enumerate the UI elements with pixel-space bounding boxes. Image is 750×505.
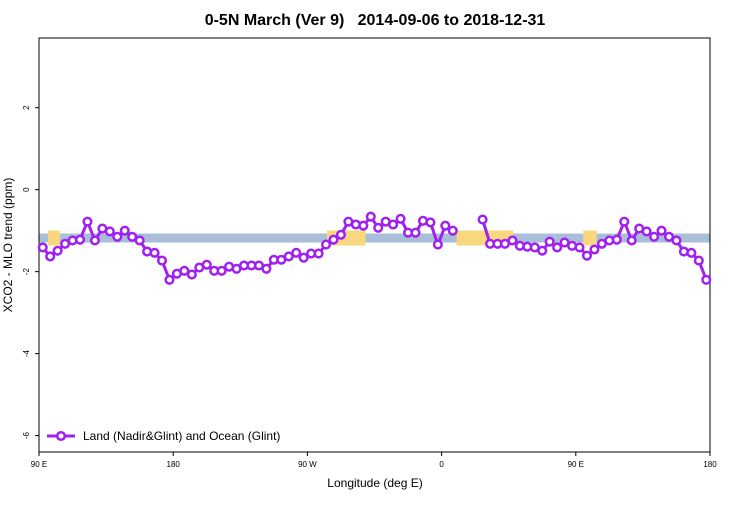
data-point [425, 217, 436, 228]
data-point [358, 220, 369, 231]
data-point [127, 231, 138, 242]
x-tick-label: 180 [167, 460, 181, 469]
data-point [149, 247, 160, 258]
data-point [663, 231, 675, 242]
data-point [388, 219, 399, 230]
data-point [104, 226, 115, 237]
data-point [201, 259, 212, 270]
data-point [447, 225, 458, 236]
x-tick-label: 180 [703, 460, 717, 469]
data-point [283, 251, 294, 262]
data-point [186, 269, 197, 280]
data-point [216, 265, 227, 276]
data-point [552, 242, 563, 253]
land-span [583, 230, 597, 246]
data-point [335, 229, 347, 240]
data-point [544, 236, 555, 247]
land-span [47, 230, 60, 246]
data-point [440, 220, 451, 231]
data-point [641, 226, 652, 237]
data-point [119, 225, 130, 236]
data-point [626, 235, 637, 246]
data-point [671, 235, 682, 246]
data-point [507, 235, 518, 246]
data-point [581, 250, 593, 261]
data-point [82, 216, 93, 227]
data-point [179, 265, 190, 276]
x-tick-label: 90 W [298, 460, 317, 469]
data-point [291, 247, 302, 258]
x-tick-label: 0 [439, 460, 444, 469]
legend-marker [55, 430, 67, 442]
y-tick-label: 0 [22, 187, 31, 192]
data-point [537, 245, 548, 256]
data-point [52, 245, 63, 256]
data-point [432, 239, 443, 250]
legend-label: Land (Nadir&Glint) and Ocean (Glint) [83, 429, 280, 443]
x-axis-title: Longitude (deg E) [327, 476, 422, 490]
data-point [134, 235, 145, 246]
data-point [410, 227, 421, 238]
y-tick-label: -2 [22, 268, 31, 276]
data-point [477, 214, 488, 225]
data-point [701, 274, 712, 285]
data-point [611, 234, 622, 245]
data-point [320, 239, 332, 250]
data-point [686, 247, 697, 258]
data-point [313, 248, 324, 259]
data-point [328, 234, 339, 245]
data-point [37, 242, 48, 253]
y-axis-title: XCO2 - MLO trend (ppm) [1, 178, 15, 313]
reference-band [39, 233, 710, 243]
data-point [589, 244, 600, 255]
data-point [74, 234, 86, 245]
data-point [112, 231, 123, 242]
x-tick-label: 90 E [31, 460, 47, 469]
data-point [164, 274, 175, 285]
data-point [373, 222, 384, 233]
data-point [574, 242, 585, 253]
data-point [649, 231, 660, 242]
chart-title: 0-5N March (Ver 9) 2014-09-06 to 2018-12… [205, 12, 546, 29]
data-point [365, 211, 376, 222]
data-point [693, 255, 704, 266]
y-tick-label: -6 [22, 432, 31, 440]
data-point [156, 255, 168, 266]
data-point [656, 225, 667, 236]
data-point [45, 251, 56, 262]
data-point [395, 213, 406, 224]
data-point [89, 235, 100, 246]
data-point [619, 216, 630, 227]
data-point [261, 263, 272, 274]
data-point [298, 252, 309, 263]
y-tick-label: -4 [22, 350, 31, 358]
x-tick-label: 90 E [568, 460, 584, 469]
y-tick-label: 2 [22, 105, 31, 110]
